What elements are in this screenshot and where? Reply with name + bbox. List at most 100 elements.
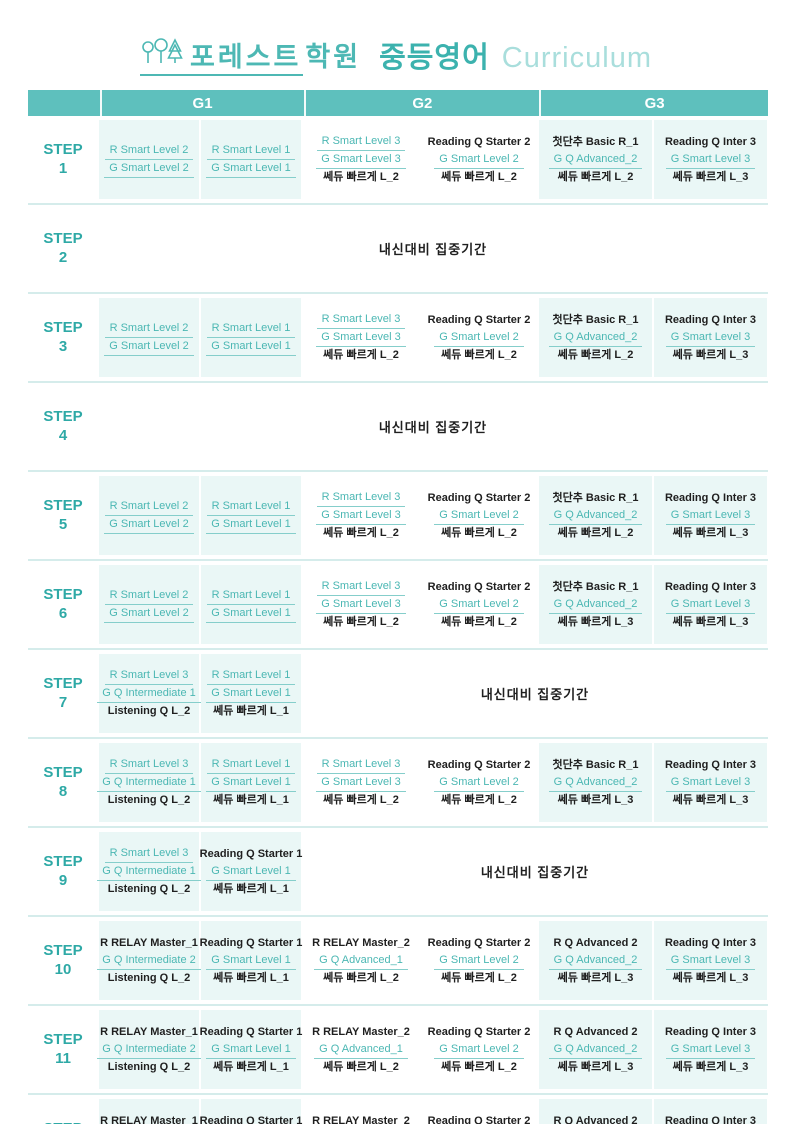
step-label: STEP 9 xyxy=(28,832,98,911)
course-cell-g1b: Reading Q Starter 1G Smart Level 1쎄듀 빠르게… xyxy=(200,1099,302,1124)
course-item: 쎄듀 빠르게 L_3 xyxy=(557,793,634,806)
course-item: 쎄듀 빠르게 L_3 xyxy=(672,971,749,984)
trees-icon xyxy=(142,38,184,71)
exam-focus-note: 내신대비 집중기간 xyxy=(378,420,488,435)
course-item: 쎄듀 빠르게 L_3 xyxy=(557,1060,634,1073)
course-item: 쎄듀 빠르게 L_2 xyxy=(441,348,517,361)
course-item: R Smart Level 2 xyxy=(104,587,194,605)
course-item: G Q Advanced_1 xyxy=(314,952,408,970)
course-item: G Q Advanced_2 xyxy=(548,151,643,169)
course-item: R RELAY Master_2 xyxy=(312,1025,410,1038)
course-item: R Smart Level 1 xyxy=(206,142,296,160)
course-item: 쎄듀 빠르게 L_1 xyxy=(213,882,289,895)
course-item: R Q Advanced 2 xyxy=(553,1114,638,1124)
course-item: 쎄듀 빠르게 L_3 xyxy=(557,615,634,628)
step-label: STEP 8 xyxy=(28,743,98,822)
step-number: 11 xyxy=(55,1049,71,1067)
course-item: G Smart Level 3 xyxy=(316,507,406,525)
step-row-2: STEP 2 내신대비 집중기간 xyxy=(28,205,768,294)
step-label: STEP 2 xyxy=(28,209,98,288)
step-word: STEP xyxy=(43,318,83,336)
course-item: G Smart Level 2 xyxy=(434,952,524,970)
course-item: Reading Q Starter 2 xyxy=(427,1025,531,1038)
header-step-spacer xyxy=(28,90,100,116)
course-cell-g3b: Reading Q Inter 3G Smart Level 3쎄듀 빠르게 L… xyxy=(654,1099,767,1124)
course-item: Reading Q Starter 2 xyxy=(427,936,531,949)
page-title-korean: 중등영어 xyxy=(379,42,490,74)
exam-focus-note: 내신대비 집중기간 xyxy=(378,242,488,257)
academy-brand: 포레스트 학원 xyxy=(140,38,361,76)
course-item: R Smart Level 3 xyxy=(316,311,406,329)
column-header-g3: G3 xyxy=(539,90,768,116)
step-label: STEP 4 xyxy=(28,387,98,466)
course-item: R Q Advanced 2 xyxy=(553,1025,638,1038)
course-cell-g3a: 첫단추 Basic R_1 G Q Advanced_2 쎄듀 빠르게 L_2 xyxy=(539,476,652,555)
course-item: R RELAY Master_1 xyxy=(100,1025,198,1038)
exam-focus-note: 내신대비 집중기간 xyxy=(480,865,590,880)
course-item: G Smart Level 3 xyxy=(665,329,756,347)
course-item: 쎄듀 빠르게 L_3 xyxy=(672,1060,749,1073)
course-item: R Smart Level 2 xyxy=(104,320,194,338)
course-item: R Q Advanced 2 xyxy=(553,936,638,949)
course-item: G Q Intermediate 1 xyxy=(97,863,201,881)
course-item: 쎄듀 빠르게 L_2 xyxy=(323,171,399,183)
course-item: 쎄듀 빠르게 L_3 xyxy=(672,615,749,628)
course-item: G Smart Level 2 xyxy=(104,516,194,534)
course-item: 쎄듀 빠르게 L_1 xyxy=(213,971,289,984)
course-item: Reading Q Inter 3 xyxy=(664,758,757,771)
course-item: R RELAY Master_2 xyxy=(312,936,410,949)
course-item: G Q Advanced_2 xyxy=(548,952,643,970)
course-item: Listening Q L_2 xyxy=(107,705,191,717)
step-label: STEP 6 xyxy=(28,565,98,644)
course-item: Reading Q Inter 3 xyxy=(664,936,757,949)
course-item: G Smart Level 1 xyxy=(206,685,296,703)
step-label: STEP 11 xyxy=(28,1010,98,1089)
course-item: Reading Q Starter 2 xyxy=(427,313,531,326)
course-item: 쎄듀 빠르게 L_3 xyxy=(672,793,749,806)
course-item: G Smart Level 3 xyxy=(665,151,756,169)
course-item: R Smart Level 3 xyxy=(104,756,194,774)
course-item: R Smart Level 1 xyxy=(206,667,296,685)
course-item: G Smart Level 2 xyxy=(104,160,194,178)
course-item: G Smart Level 3 xyxy=(665,596,756,614)
course-item: G Smart Level 1 xyxy=(206,952,296,970)
step-number: 10 xyxy=(54,960,72,978)
course-item: R Smart Level 1 xyxy=(206,498,296,516)
course-item: 쎄듀 빠르게 L_3 xyxy=(672,526,749,539)
step-number: 6 xyxy=(58,604,68,622)
course-item: Listening Q L_2 xyxy=(107,971,191,984)
course-item: G Q Intermediate 1 xyxy=(97,685,201,703)
step-label: STEP 5 xyxy=(28,476,98,555)
step-row-12: STEP12R RELAY Master_1G Q Intermediate 2… xyxy=(28,1095,768,1124)
step-word: STEP xyxy=(43,1120,82,1124)
course-item: 쎄듀 빠르게 L_2 xyxy=(441,615,517,628)
brand-name-rest: 학원 xyxy=(305,42,362,72)
course-item: 쎄듀 빠르게 L_2 xyxy=(323,971,399,984)
course-cell-g3a: R Q Advanced 2G Q Advanced_2쎄듀 빠르게 L_3 xyxy=(539,1099,652,1124)
step-number: 4 xyxy=(58,426,68,444)
